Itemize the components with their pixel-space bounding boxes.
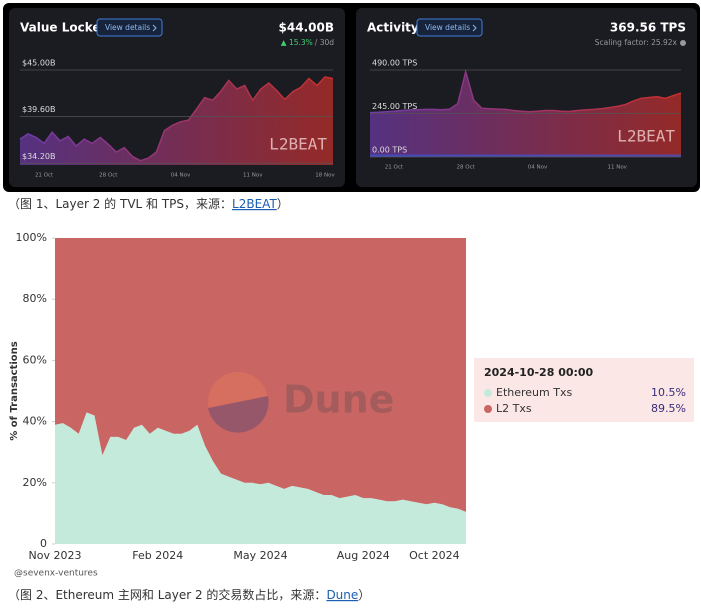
credit: @sevenx-ventures: [14, 569, 98, 579]
y-tick-label: 0.00 TPS: [372, 146, 407, 155]
tooltip: [474, 358, 694, 422]
tooltip-value: 10.5%: [651, 386, 686, 399]
x-tick-label: Aug 2024: [337, 549, 390, 562]
y-tick-label: 490.00 TPS: [372, 59, 417, 68]
x-tick-label: 04 Nov: [171, 173, 191, 179]
x-tick-label: 18 Nov: [315, 173, 335, 179]
y-tick-label: 20%: [23, 476, 47, 489]
chevron: [152, 24, 157, 32]
x-tick-label: Oct 2024: [409, 549, 460, 562]
view-details-button[interactable]: [416, 18, 483, 37]
subtitle: Scaling factor: 25.92x: [595, 38, 678, 47]
headline: 369.56 TPS: [610, 21, 686, 35]
x-tick-label: 11 Nov: [243, 173, 263, 179]
watermark: Dune: [283, 378, 394, 422]
tooltip-series: Ethereum Txs: [496, 386, 572, 399]
y-tick-label: $34.20B: [22, 152, 55, 161]
x-tick-label: 11 Nov: [607, 165, 627, 171]
tooltip-swatch: [484, 389, 492, 397]
y-tick-label: 245.00 TPS: [372, 102, 417, 111]
x-tick-label: 21 Oct: [35, 173, 54, 179]
headline: $44.00B: [279, 21, 334, 35]
caption-end: ）: [358, 588, 370, 602]
area-fill: [20, 76, 333, 165]
area-line: [369, 68, 682, 114]
x-tick-label: Feb 2024: [132, 549, 183, 562]
caption-text: （图 1、Layer 2 的 TVL 和 TPS，来源：: [8, 196, 232, 211]
caption-link[interactable]: Dune: [326, 588, 358, 602]
y-tick-label: 40%: [23, 415, 47, 428]
panel-title: Activity: [367, 21, 419, 35]
x-tick-label: 28 Oct: [99, 173, 118, 179]
y-tick-label: 60%: [23, 353, 47, 366]
area-fill: [370, 71, 681, 157]
chevron: [472, 24, 477, 32]
watermark: L2BEAT: [617, 127, 675, 146]
caption-text: （图 2、Ethereum 主网和 Layer 2 的交易数占比，来源：: [8, 587, 326, 602]
button-label[interactable]: View details: [105, 23, 150, 32]
change: ▲ 15.3%/ 30d: [281, 38, 334, 47]
caption: （图 1、Layer 2 的 TVL 和 TPS，来源：L2BEAT）: [8, 196, 289, 211]
x-tick-label: May 2024: [233, 549, 287, 562]
tooltip-series: L2 Txs: [496, 402, 532, 415]
area-line: [19, 76, 334, 162]
change-period: / 30d: [315, 38, 334, 47]
y-axis-title: % of Transactions: [9, 341, 20, 441]
caption: （图 2、Ethereum 主网和 Layer 2 的交易数占比，来源：Dune…: [8, 587, 370, 602]
y-tick-label: 80%: [23, 292, 47, 305]
stacked-area: [55, 238, 466, 512]
tooltip-swatch: [484, 405, 492, 413]
caption-link[interactable]: L2BEAT: [232, 197, 277, 211]
info-icon: [680, 40, 686, 46]
y-tick-label: $45.00B: [22, 59, 55, 68]
tooltip-value: 89.5%: [651, 402, 686, 415]
watermark: L2BEAT: [269, 135, 327, 154]
y-tick-label: 100%: [16, 231, 47, 244]
y-tick-label: 0: [40, 537, 47, 550]
panel-title: Value Locked: [20, 21, 109, 35]
x-tick-label: 04 Nov: [528, 165, 548, 171]
button-label[interactable]: View details: [425, 23, 470, 32]
dune-logo: [208, 372, 269, 433]
caption-end: ）: [277, 197, 289, 211]
change-value: ▲ 15.3%: [281, 38, 313, 47]
tooltip-title: 2024-10-28 00:00: [484, 366, 594, 379]
x-tick-label: 21 Oct: [385, 165, 404, 171]
x-tick-label: Nov 2023: [29, 549, 82, 562]
stacked-area: [55, 412, 466, 544]
y-tick-label: $39.60B: [22, 105, 55, 114]
view-details-button[interactable]: [96, 18, 163, 37]
x-tick-label: 28 Oct: [457, 165, 476, 171]
